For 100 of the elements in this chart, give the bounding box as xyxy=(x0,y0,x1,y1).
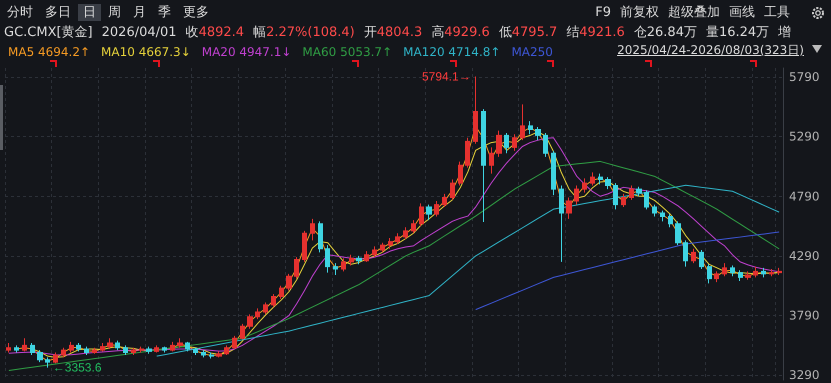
candlestick xyxy=(162,346,167,354)
candlestick xyxy=(411,220,416,234)
y-tick-label: 3790 xyxy=(789,308,820,323)
candlestick xyxy=(139,346,144,354)
candlestick xyxy=(629,185,634,200)
candlestick xyxy=(380,242,385,253)
candlestick xyxy=(341,258,346,272)
candlestick xyxy=(426,204,432,221)
candlestick xyxy=(489,146,494,174)
candlestick xyxy=(660,210,665,222)
candlestick xyxy=(310,218,315,241)
candlestick xyxy=(504,132,509,154)
y-tick-label: 5790 xyxy=(789,70,820,84)
candlestick xyxy=(551,150,556,196)
candlestick xyxy=(224,344,229,356)
text: 增 xyxy=(778,25,792,40)
candlestick xyxy=(528,120,533,135)
candlestick xyxy=(263,302,268,315)
candlestick xyxy=(496,130,502,158)
candlestick xyxy=(465,137,470,168)
line-series xyxy=(8,160,780,371)
text: 结4921.6 xyxy=(566,25,625,40)
annotation: ←3353.6 xyxy=(52,360,102,375)
text: 前复权 xyxy=(620,5,659,20)
candlestick xyxy=(675,220,681,246)
candlestick xyxy=(123,344,128,356)
candlestick xyxy=(691,248,696,264)
text: 超级叠加 xyxy=(668,5,720,20)
candlestick xyxy=(286,273,292,292)
text: 画线 xyxy=(729,5,755,20)
candlestick xyxy=(598,173,603,185)
candlestick xyxy=(535,126,541,141)
candlestick xyxy=(232,335,237,350)
text: 量16.24万 xyxy=(706,25,770,40)
candlestick xyxy=(388,238,393,250)
candlestick xyxy=(325,244,330,274)
text: MA5 4694.2↑ xyxy=(8,45,90,59)
candlestick xyxy=(30,342,35,356)
candlestick xyxy=(271,294,276,308)
candlestick xyxy=(107,338,113,350)
candlestick xyxy=(769,268,774,277)
candlestick xyxy=(209,352,214,360)
text: 高4929.6 xyxy=(431,25,490,40)
candlestick xyxy=(318,220,323,253)
candlestick xyxy=(240,323,245,340)
text: 分时 xyxy=(6,4,34,21)
text: 月 xyxy=(132,4,147,21)
candlestick xyxy=(216,350,222,358)
line-series xyxy=(475,232,780,310)
candlestick xyxy=(613,182,618,210)
candlestick xyxy=(473,76,478,144)
candlestick xyxy=(395,232,400,244)
y-tick-label: 3290 xyxy=(789,368,820,382)
candlestick xyxy=(92,347,97,354)
candlestick xyxy=(255,308,260,320)
candlestick xyxy=(419,202,424,227)
text: MA120 4714.8↑ xyxy=(403,45,500,59)
text: MA60 5053.7↑ xyxy=(302,45,392,59)
candlestick xyxy=(61,347,66,358)
candlestick xyxy=(45,356,50,368)
candlestick xyxy=(434,200,439,218)
candlestick xyxy=(450,179,455,200)
candlestick xyxy=(349,254,354,266)
candlestick xyxy=(458,161,463,186)
candlestick xyxy=(177,338,183,348)
candlestick xyxy=(247,314,253,330)
text: 2025/04/24-2026/08/03(323日) xyxy=(617,43,804,57)
text: 收4892.4 xyxy=(186,25,244,40)
text: 2026/04/01 xyxy=(102,25,177,40)
text: 日 xyxy=(78,4,101,21)
candlestick xyxy=(753,266,758,278)
candlestick xyxy=(636,186,642,197)
candlestick xyxy=(644,190,649,210)
candlestick xyxy=(707,264,712,284)
candlestick xyxy=(590,172,595,186)
text: 开4804.3 xyxy=(364,25,422,40)
candlestick xyxy=(761,267,766,278)
candlestick xyxy=(131,347,136,356)
text: 工具 xyxy=(764,5,790,20)
text: 多日 xyxy=(44,4,72,21)
candlestick xyxy=(621,193,626,208)
y-tick-label: 4790 xyxy=(789,189,820,204)
candlestick xyxy=(582,178,587,194)
candlestick xyxy=(652,204,657,218)
candlestick xyxy=(364,250,369,262)
candlestick xyxy=(403,226,408,240)
candlestick xyxy=(100,342,105,352)
candlestick xyxy=(279,285,284,300)
candlestick xyxy=(668,214,673,228)
candlestick xyxy=(14,344,19,354)
candlestick xyxy=(333,262,338,276)
candlestick xyxy=(543,132,548,158)
chart-title: GC.CMX[黄金] xyxy=(4,25,93,40)
text: 季 xyxy=(157,4,172,21)
candlestick xyxy=(170,341,175,352)
text: F9 xyxy=(595,5,611,20)
text: MA10 4667.3↓ xyxy=(101,45,191,59)
candlestick xyxy=(37,350,43,363)
candlestick xyxy=(185,341,190,352)
text: 仓26.84万 xyxy=(634,25,697,40)
